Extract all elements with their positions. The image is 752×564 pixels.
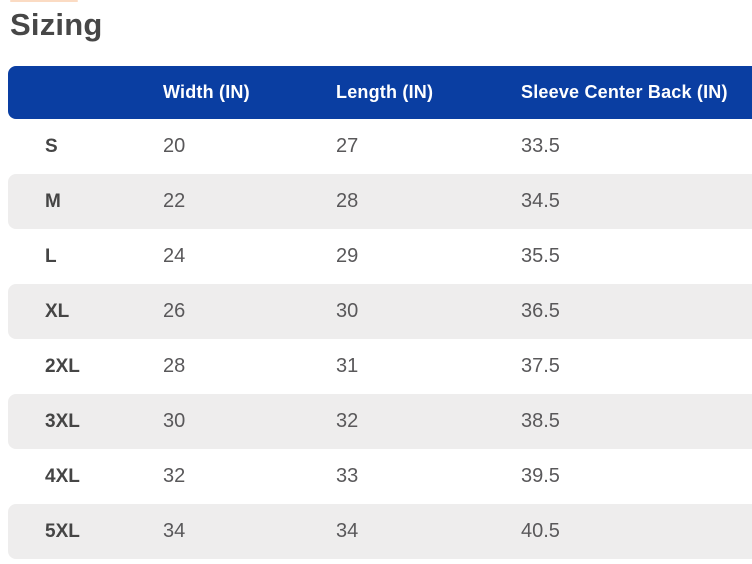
length-cell: 32 bbox=[336, 394, 521, 449]
size-cell: 2XL bbox=[45, 355, 80, 377]
sleeve-cell: 38.5 bbox=[521, 394, 752, 449]
sleeve-cell: 37.5 bbox=[521, 355, 560, 377]
table-row: 5XL 34 34 40.5 bbox=[8, 504, 752, 559]
sleeve-cell: 33.5 bbox=[521, 135, 560, 157]
table-row: 4XL 32 33 39.5 bbox=[8, 449, 752, 504]
sizing-table: Width (IN) Length (IN) Sleeve Center Bac… bbox=[8, 66, 752, 559]
column-header-width: Width (IN) bbox=[163, 66, 336, 119]
size-cell: 3XL bbox=[8, 394, 163, 449]
length-cell: 30 bbox=[336, 284, 521, 339]
table-row: M 22 28 34.5 bbox=[8, 174, 752, 229]
table-row: L 24 29 35.5 bbox=[8, 229, 752, 284]
width-cell: 28 bbox=[163, 355, 186, 377]
size-cell: L bbox=[45, 245, 57, 267]
table-row: S 20 27 33.5 bbox=[8, 119, 752, 174]
table-row: XL 26 30 36.5 bbox=[8, 284, 752, 339]
column-header-length: Length (IN) bbox=[336, 66, 521, 119]
size-cell: S bbox=[45, 135, 58, 157]
table-body: S 20 27 33.5 M 22 28 34.5 L 24 29 35.5 X… bbox=[8, 119, 752, 559]
length-cell: 28 bbox=[336, 174, 521, 229]
width-cell: 24 bbox=[163, 245, 186, 267]
width-cell: 34 bbox=[163, 504, 336, 559]
length-cell: 29 bbox=[336, 245, 359, 267]
sleeve-cell: 39.5 bbox=[521, 465, 560, 487]
width-cell: 26 bbox=[163, 284, 336, 339]
sleeve-cell: 34.5 bbox=[521, 174, 752, 229]
table-header-row: Width (IN) Length (IN) Sleeve Center Bac… bbox=[8, 66, 752, 119]
width-cell: 32 bbox=[163, 465, 186, 487]
sleeve-cell: 35.5 bbox=[521, 245, 560, 267]
length-cell: 33 bbox=[336, 465, 359, 487]
length-cell: 34 bbox=[336, 504, 521, 559]
length-cell: 31 bbox=[336, 355, 359, 377]
size-cell: XL bbox=[8, 284, 163, 339]
width-cell: 20 bbox=[163, 135, 186, 157]
sleeve-cell: 40.5 bbox=[521, 504, 752, 559]
size-cell: M bbox=[8, 174, 163, 229]
column-header-sleeve: Sleeve Center Back (IN) bbox=[521, 66, 752, 119]
length-cell: 27 bbox=[336, 135, 359, 157]
table-row: 2XL 28 31 37.5 bbox=[8, 339, 752, 394]
table-header: Width (IN) Length (IN) Sleeve Center Bac… bbox=[8, 66, 752, 119]
table-row: 3XL 30 32 38.5 bbox=[8, 394, 752, 449]
sleeve-cell: 36.5 bbox=[521, 284, 752, 339]
size-cell: 5XL bbox=[8, 504, 163, 559]
width-cell: 22 bbox=[163, 174, 336, 229]
width-cell: 30 bbox=[163, 394, 336, 449]
page-title: Sizing bbox=[10, 7, 103, 42]
clipped-content-sliver bbox=[10, 0, 78, 2]
column-header-size bbox=[8, 66, 163, 119]
size-cell: 4XL bbox=[45, 465, 80, 487]
